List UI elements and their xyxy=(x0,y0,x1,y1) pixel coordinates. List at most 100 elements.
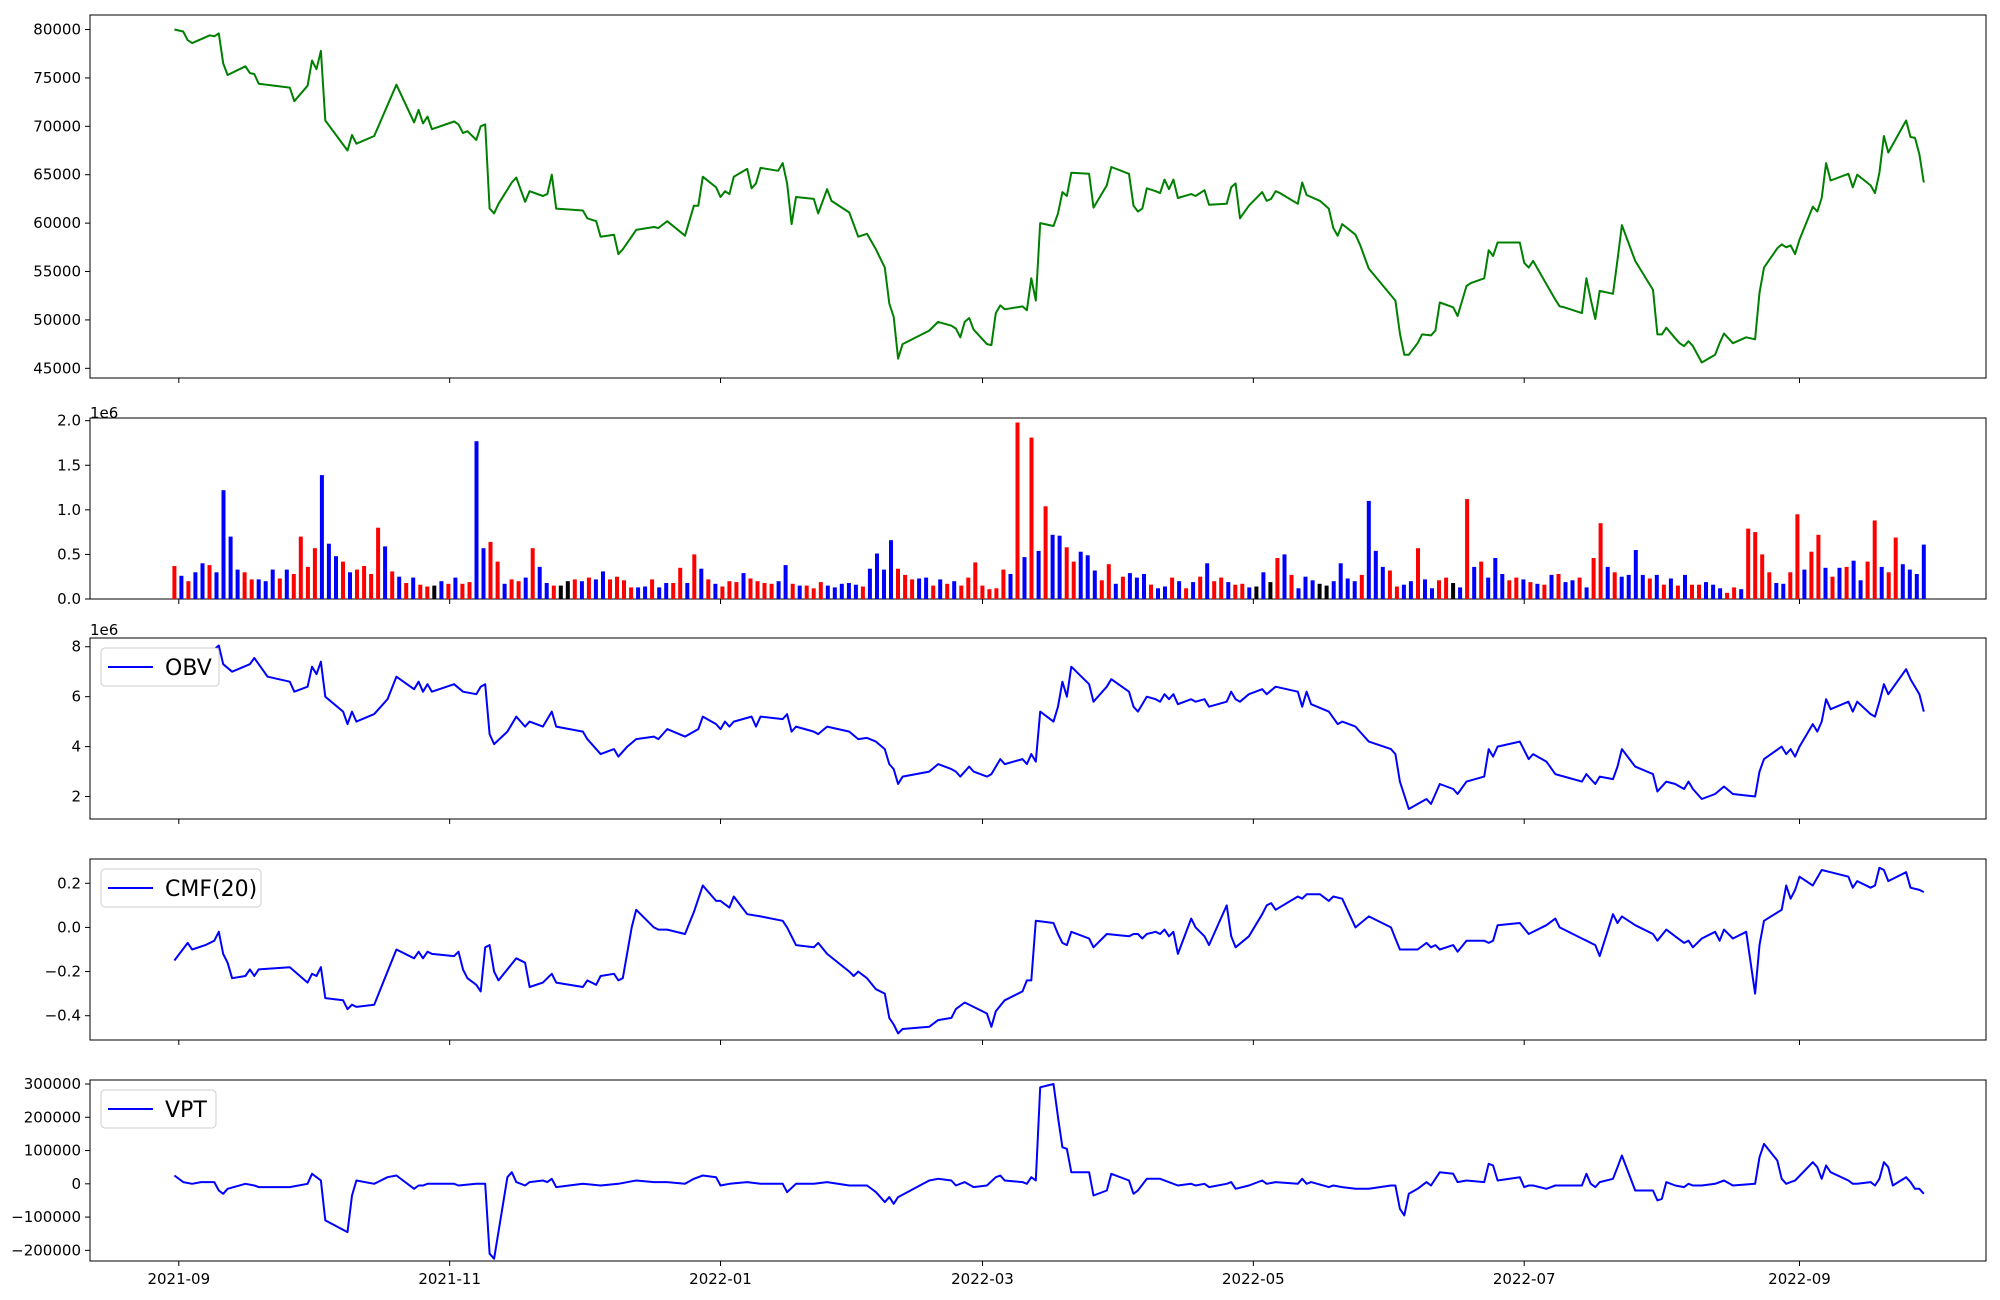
volume-bar xyxy=(882,569,886,599)
volume-bar xyxy=(664,583,669,599)
volume-bar xyxy=(291,574,296,599)
volume-bar xyxy=(1008,574,1013,599)
obv-ytick-label: 8 xyxy=(71,638,81,656)
volume-bar xyxy=(312,548,317,599)
volume-bar xyxy=(839,583,844,599)
volume-bar xyxy=(650,579,655,599)
volume-bar xyxy=(1015,422,1020,599)
volume-bar xyxy=(1184,588,1189,599)
volume-bar xyxy=(917,578,922,599)
volume-bar xyxy=(1331,581,1336,599)
volume-bar xyxy=(1865,561,1870,599)
volume-bar xyxy=(284,569,289,599)
volume-bar xyxy=(1633,550,1638,599)
volume-bar xyxy=(1191,582,1196,599)
obv-frame xyxy=(89,637,1987,820)
volume-bar xyxy=(1050,534,1055,599)
volume-bar xyxy=(980,585,985,599)
volume-bar xyxy=(903,574,908,599)
volume-bar xyxy=(1247,587,1252,599)
volume-bar xyxy=(1886,572,1891,599)
volume-bar xyxy=(1472,566,1477,599)
vpt-line xyxy=(173,1083,1925,1260)
volume-bar xyxy=(256,579,261,599)
volume-bar xyxy=(1746,528,1751,599)
volume-bar xyxy=(270,569,275,599)
volume-bar xyxy=(495,561,500,599)
vpt-legend-label: VPT xyxy=(165,1098,207,1123)
volume-bar xyxy=(1212,581,1217,599)
volume-bar xyxy=(1430,588,1434,599)
volume-bar xyxy=(418,584,423,599)
volume-bar xyxy=(832,587,837,599)
volume-bar xyxy=(818,582,823,599)
price-panel: 45000 50000 55000 60000 65000 70000 75000 80000 xyxy=(33,14,1987,383)
volume-bar xyxy=(1725,592,1730,599)
volume-bar xyxy=(1359,574,1364,599)
obv-exponent-label: 1e6 xyxy=(90,621,118,639)
volume-bar xyxy=(1366,500,1371,599)
volume-bar xyxy=(973,562,978,599)
volume-bar xyxy=(741,573,746,599)
volume-bar xyxy=(685,583,690,599)
volume-bar xyxy=(1092,570,1097,599)
volume-bar xyxy=(1760,554,1765,599)
volume-bar xyxy=(586,577,591,599)
volume-bar xyxy=(1914,574,1919,599)
volume-bar xyxy=(186,581,191,599)
volume-bar xyxy=(699,568,704,599)
volume-bar xyxy=(1549,574,1554,599)
volume-bar xyxy=(1465,499,1470,599)
volume-bar xyxy=(1584,587,1589,599)
volume-bar xyxy=(1739,589,1744,599)
vpt-ytick-label: −200000 xyxy=(11,1241,81,1259)
volume-ytick-label: 0.5 xyxy=(57,545,81,563)
volume-bar xyxy=(1226,582,1231,599)
volume-bar xyxy=(263,581,268,599)
volume-bar xyxy=(1085,555,1090,599)
price-ytick-label: 60000 xyxy=(33,214,81,232)
volume-bar xyxy=(1795,514,1800,599)
volume-bar xyxy=(1106,564,1111,599)
volume-bar xyxy=(1647,578,1652,599)
volume-bar xyxy=(790,583,795,599)
volume-bar xyxy=(1697,584,1701,599)
cmf-marks xyxy=(173,866,1925,1035)
cmf-ytick-label: −0.4 xyxy=(45,1007,81,1025)
volume-bar xyxy=(1675,585,1680,599)
volume-bar xyxy=(1844,566,1849,599)
xtick-label: 2022-05 xyxy=(1222,1270,1285,1288)
cmf-frame xyxy=(89,858,1987,1041)
volume-bar xyxy=(249,579,254,599)
volume-bar xyxy=(678,567,683,599)
volume-bar xyxy=(1788,572,1793,599)
volume-bar xyxy=(1057,535,1062,599)
volume-bar xyxy=(544,583,549,599)
price-ytick-label: 75000 xyxy=(33,69,81,87)
volume-bar xyxy=(481,548,486,599)
volume-ytick-label: 1.0 xyxy=(57,501,81,519)
volume-bar xyxy=(1149,584,1153,599)
volume-bar xyxy=(860,586,865,599)
volume-bar xyxy=(1809,551,1814,599)
price-ytick-label: 65000 xyxy=(33,166,81,184)
price-ytick-label: 50000 xyxy=(33,311,81,329)
volume-bar xyxy=(1303,576,1308,599)
volume-bar xyxy=(1570,580,1575,599)
volume-bar xyxy=(1408,581,1413,599)
volume-bar xyxy=(1619,576,1624,599)
volume-bar xyxy=(1732,587,1737,599)
volume-bar xyxy=(579,581,584,599)
volume-bar xyxy=(1451,583,1456,599)
volume-bar xyxy=(924,577,929,599)
volume-bar xyxy=(516,581,521,599)
volume-bar xyxy=(1521,579,1526,599)
volume-bar xyxy=(804,585,809,599)
volume-bar xyxy=(1577,577,1582,599)
volume-bar xyxy=(1458,587,1463,599)
volume-bar xyxy=(228,536,233,599)
volume-bar xyxy=(439,581,444,599)
volume-bar xyxy=(1001,569,1006,599)
volume-bar xyxy=(692,554,697,599)
